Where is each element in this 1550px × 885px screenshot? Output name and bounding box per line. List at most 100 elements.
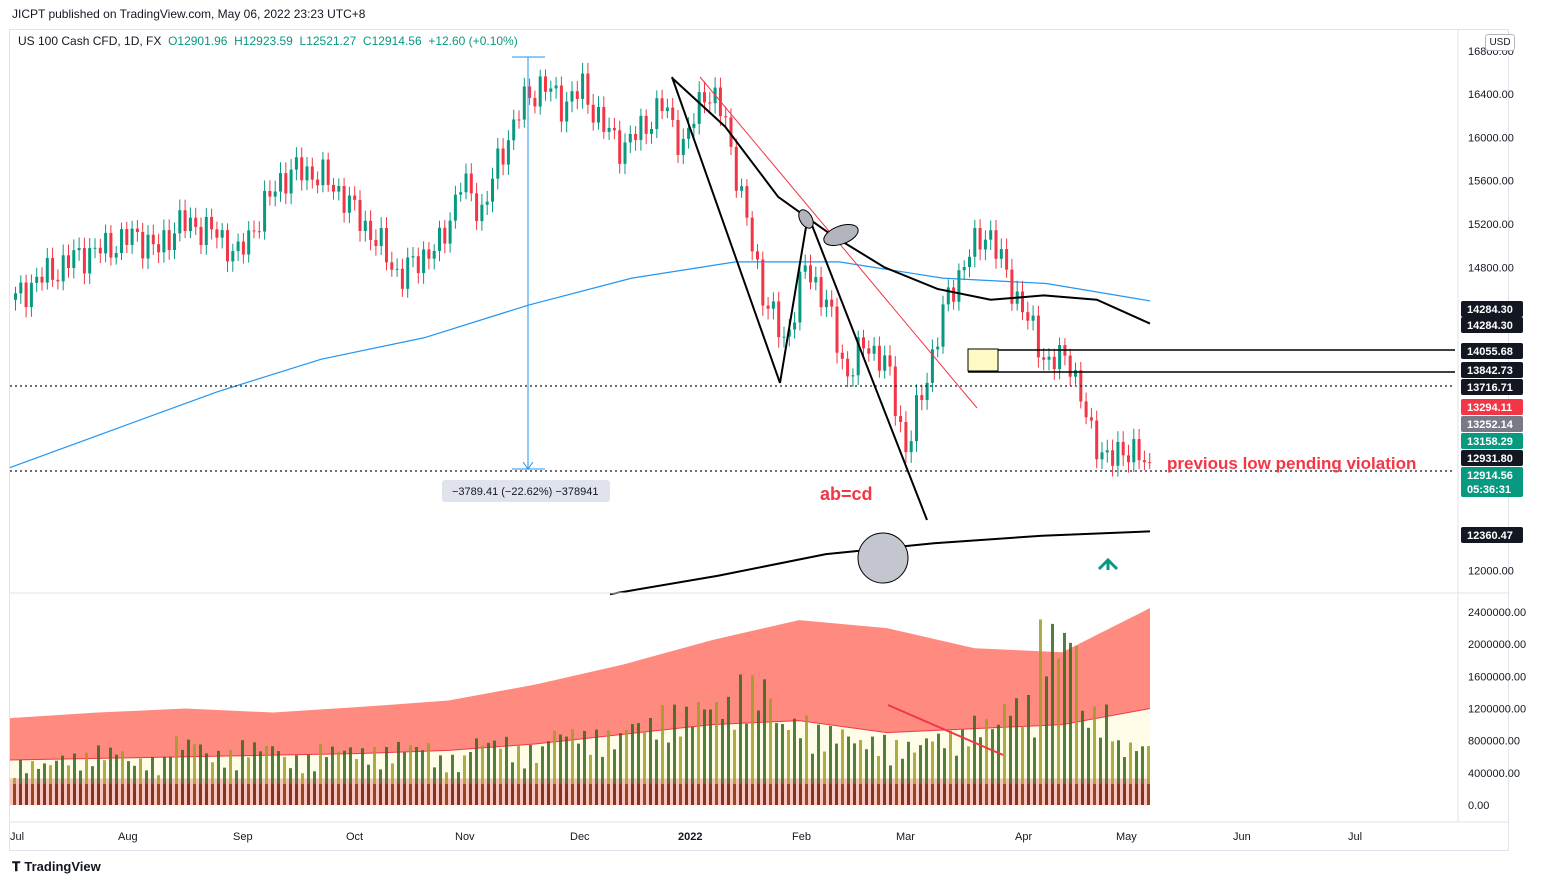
candle-body [877,345,881,371]
candle-body [729,117,733,147]
volume-base-bar [805,784,808,805]
volume-bar [955,755,958,805]
price-tags: 14284.30 14284.30 14055.68 13842.73 13716.71… [1461,301,1523,543]
volume-bar [1111,741,1114,805]
candle-body [533,97,537,107]
volume-bar [733,729,736,805]
volume-bar [727,696,730,805]
axes: 12000.00 14800.00 15200.00 15600.00 16000.00… [10,30,1526,843]
candle-body [1116,441,1120,466]
volume-bar [793,718,796,805]
volume-tick-label: 1200000.00 [1468,704,1526,716]
volume-base-bar [601,784,604,805]
currency-button[interactable]: USD [1485,34,1515,51]
candle-body [342,185,346,213]
candle-body [1148,462,1152,464]
volume-bar [73,753,76,805]
volume-bar [835,743,838,805]
candle-body [241,241,245,255]
volume-base-bar [121,784,124,805]
price-tag-label: 05:36:31 [1467,484,1511,496]
volume-base-bar [67,784,70,805]
candle-body [798,271,802,323]
tradingview-brand: TradingView [24,859,101,874]
candle-body [316,179,320,186]
candle-body [146,234,150,259]
symbol-info: US 100 Cash CFD, 1D, FX O12901.96 H12923… [18,34,518,48]
candle-body [893,366,897,417]
volume-base-bar [649,784,652,805]
volume-base-bar [871,784,874,805]
candle-body [416,256,420,274]
volume-bar [703,709,706,805]
time-tick-label: 2022 [678,831,702,843]
volume-bar [55,760,58,805]
candle-body [289,169,293,194]
candle-body [385,228,388,263]
candle-body [989,230,993,240]
price-tag-label: 12360.47 [1467,530,1513,542]
volume-bar [967,746,970,805]
volume-base-bar [109,784,112,805]
volume-bar [949,730,952,805]
volume-base-bar [1045,784,1048,805]
price-tag [1461,527,1523,543]
volume-bar [997,724,1000,805]
volume-base-bar [439,784,442,805]
volume-bar [787,729,790,805]
time-tick-label: Sep [233,831,253,843]
volume-base-bar [187,784,190,805]
volume-bar [865,749,868,805]
volume-base-bar [781,784,784,805]
volume-base-bar [1075,784,1078,805]
volume-base-bar [499,784,502,805]
candle-body [936,346,940,350]
volume-bar [613,749,616,805]
candle-body [1026,312,1030,321]
volume-base-bar [505,784,508,805]
candle-body [480,204,484,222]
volume-base-bar [1111,784,1114,805]
volume-base-bar [283,784,286,805]
volume-base-bar [301,784,304,805]
candle-body [771,301,775,309]
tradingview-logo: 𝐓 TradingView [12,859,101,875]
volume-bar [319,743,322,805]
candle-body [581,73,585,99]
volume-bar [925,738,928,805]
volume-base-bar [385,784,388,805]
time-tick-label: Nov [455,831,475,843]
candle-body [867,348,871,354]
volume-bar [121,751,124,805]
candle-body [612,127,616,131]
volume-base-bar [193,784,196,805]
volume-bar [655,739,658,805]
price-tick-label: 16000.00 [1468,132,1514,144]
volume-tick-label: 1600000.00 [1468,671,1526,683]
volume-bar [973,715,976,805]
volume-base-bar [391,784,394,805]
candle-body [554,85,558,89]
volume-base-bar [259,784,262,805]
volume-bar [1045,676,1048,805]
time-tick-label: Oct [346,831,363,843]
candle-body [761,259,765,306]
volume-base-bar [73,784,76,805]
volume-base-bar [625,784,628,805]
candle-body [120,229,123,254]
candle-body [983,239,987,250]
volume-bar [493,740,496,805]
volume-base-bar [1003,784,1006,805]
candle-body [204,216,208,246]
volume-base-bar [877,784,880,805]
candle-body [273,191,277,197]
volume-bar [937,733,940,805]
candle-body [904,421,908,453]
volume-base-bar [529,784,532,805]
candle-body [337,185,341,192]
candle-body [793,322,797,330]
candle-body [347,195,351,213]
ohlc-open: O12901.96 [168,34,228,48]
volume-base-bar [829,784,832,805]
